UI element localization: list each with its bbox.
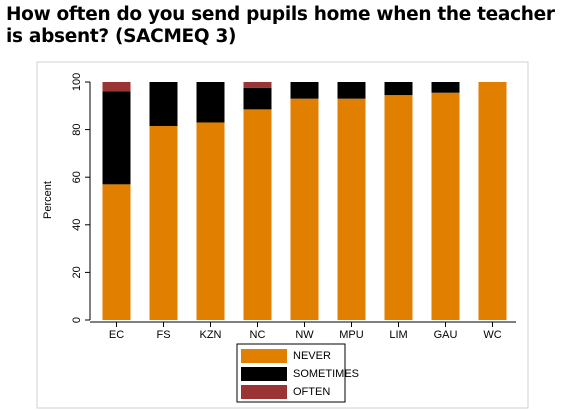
x-tick-label: NC [250,329,266,341]
bar-segment [337,98,366,320]
bar-segment [431,92,460,321]
x-tick-label: NW [295,329,314,341]
bar-segment [102,184,131,320]
bar-segment [196,82,225,123]
bar-segment [431,82,460,93]
bar-segment [243,82,272,88]
legend-label: NEVER [293,350,331,362]
bar-segment [102,91,131,185]
bar-segment [243,109,272,321]
bar-segment [290,98,319,320]
bar-segment [290,82,319,99]
x-tick-label: KZN [200,329,222,341]
x-tick-label: EC [109,329,124,341]
legend-label: OFTEN [293,386,330,398]
bar-segment [384,95,413,320]
bar-segment [243,87,272,110]
bar-segment [384,82,413,96]
y-tick-label: 60 [71,171,83,183]
y-tick-label: 40 [71,219,83,231]
legend-swatch [241,367,287,381]
y-tick-label: 0 [71,317,83,323]
bar-segment [478,82,507,320]
y-tick-label: 100 [71,73,83,91]
chart-title: How often do you send pupils home when t… [6,4,555,47]
legend-swatch [241,385,287,399]
x-tick-label: WC [483,329,501,341]
bar-segment [337,82,366,99]
bar-segment [196,122,225,321]
bar-segment [149,82,178,127]
bar-segment [149,126,178,320]
x-tick-label: FS [156,329,170,341]
bar-segment [102,82,131,92]
legend-swatch [241,349,287,363]
legend-label: SOMETIMES [293,368,359,380]
y-tick-label: 20 [71,266,83,278]
x-tick-label: LIM [389,329,407,341]
x-tick-label: MPU [339,329,364,341]
y-axis-label: Percent [42,181,54,219]
x-tick-label: GAU [434,329,458,341]
y-tick-label: 80 [71,123,83,135]
